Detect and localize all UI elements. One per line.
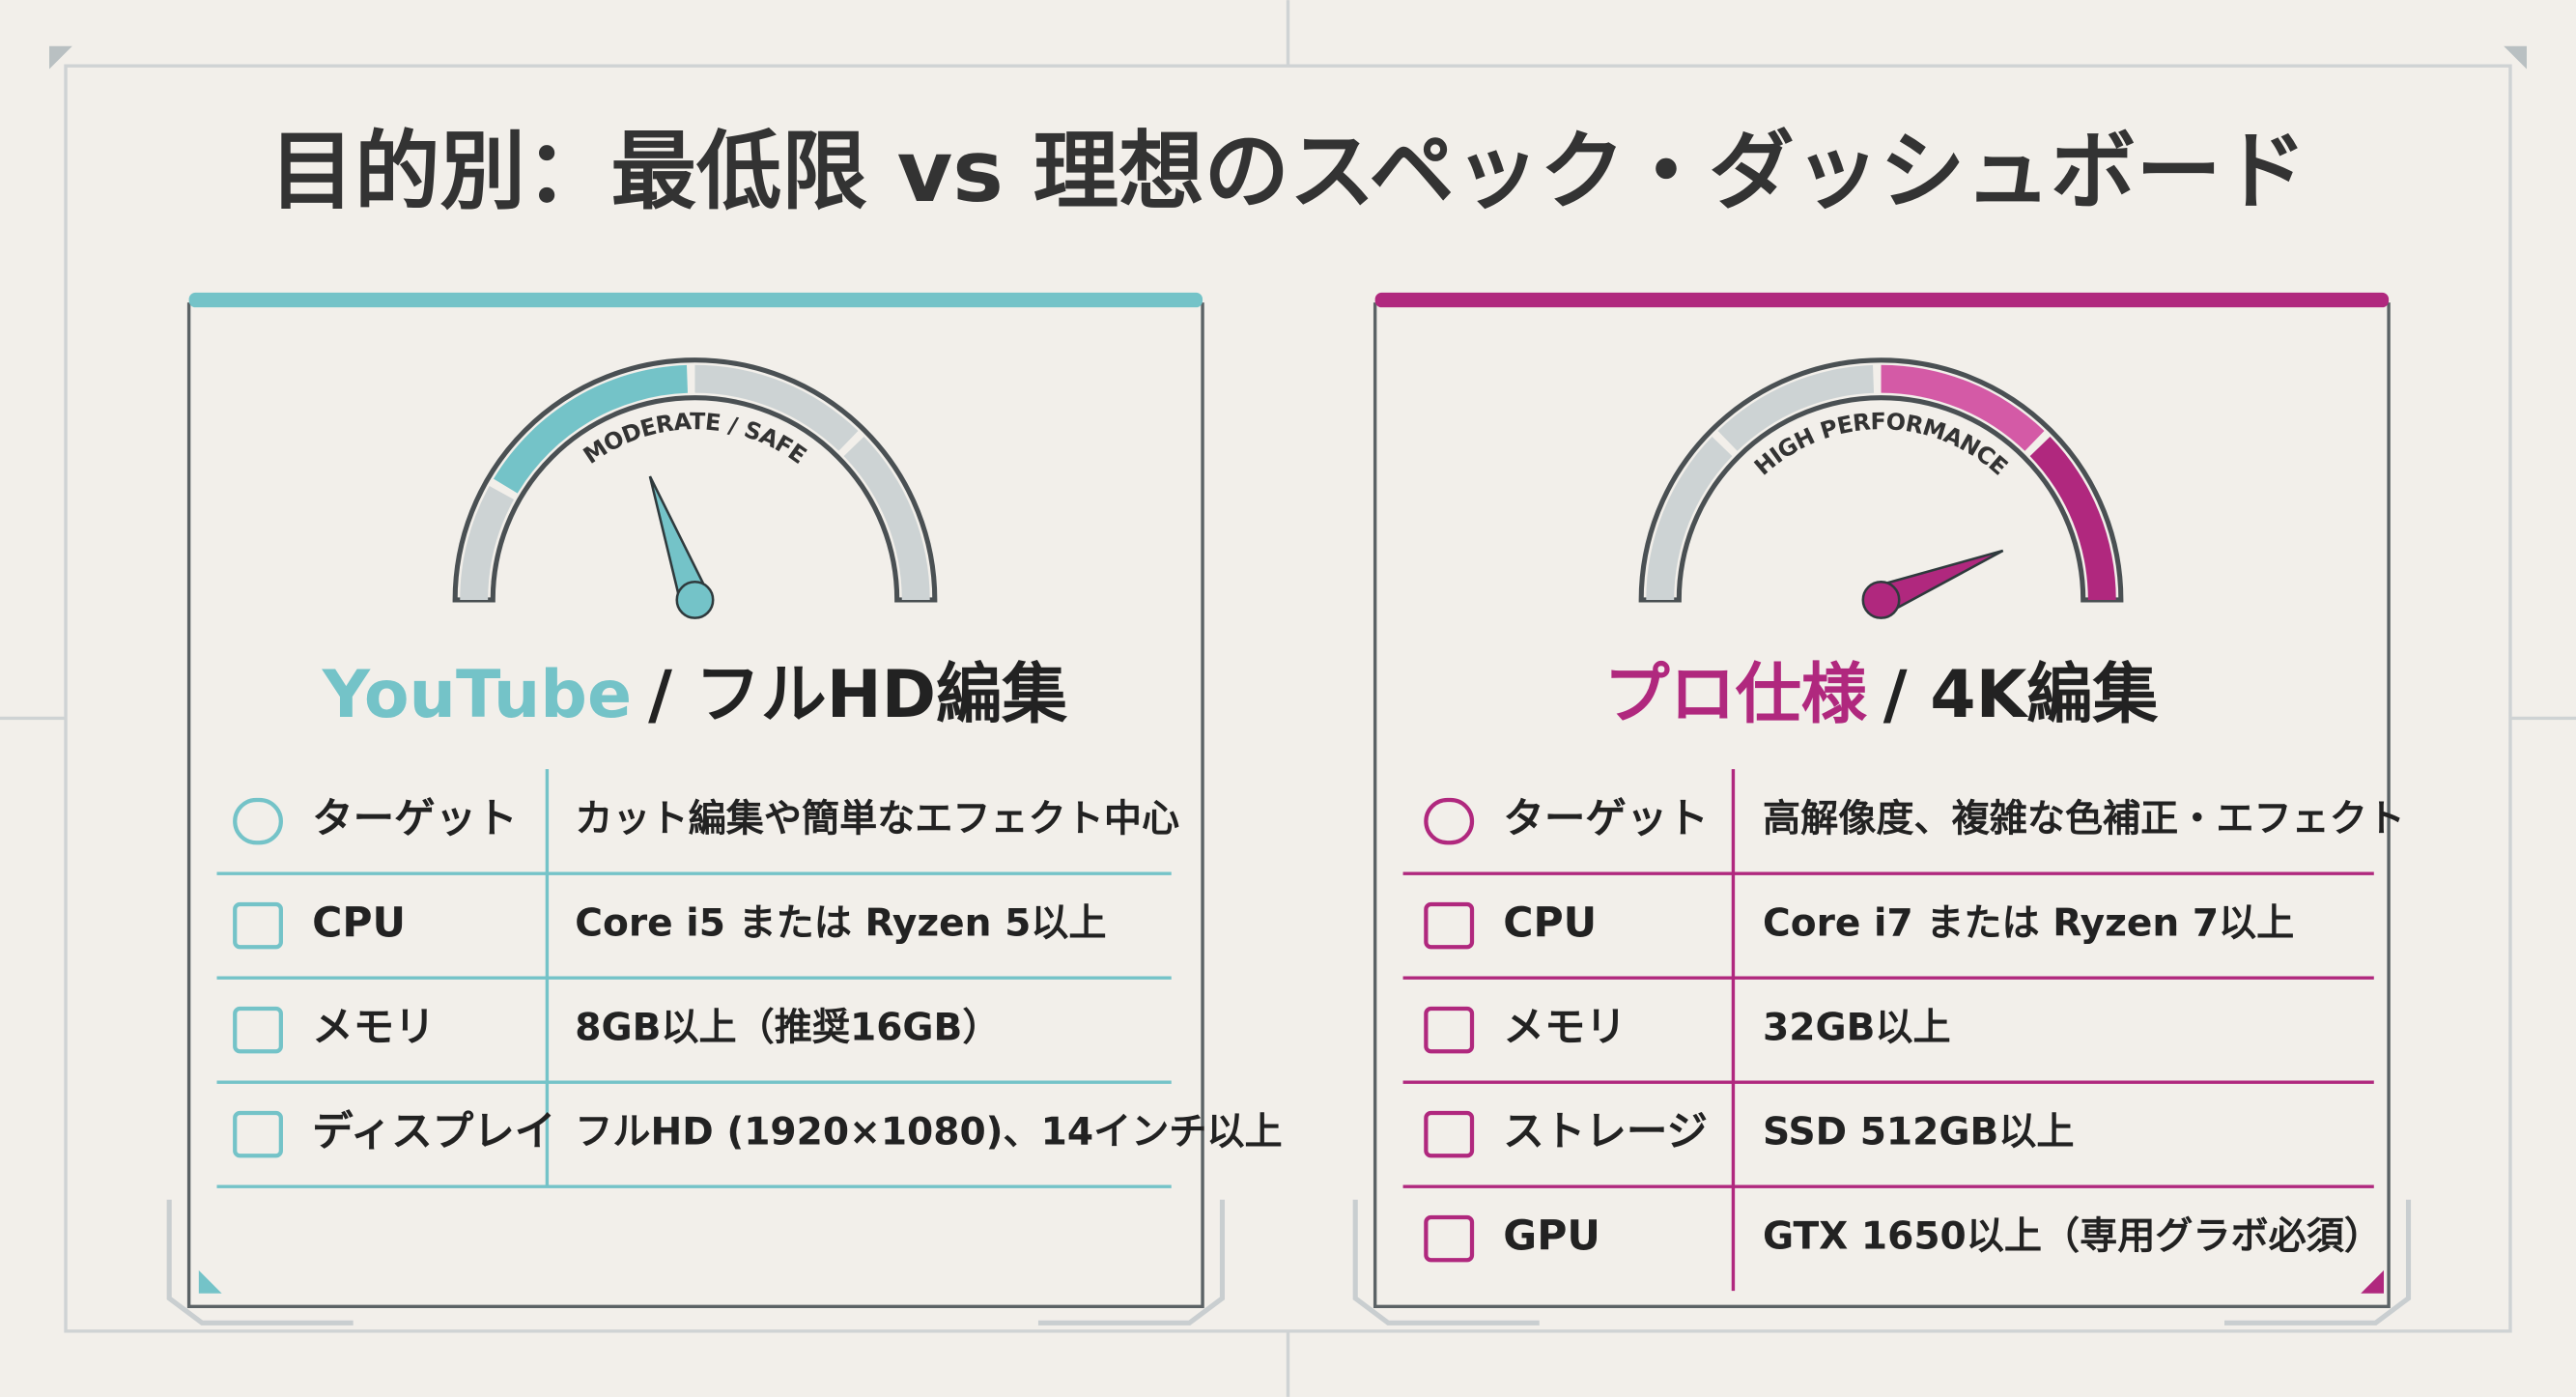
gauge-outline — [1638, 357, 2124, 603]
row-value: Core i7 または Ryzen 7以上 — [1763, 902, 2294, 946]
row-label: ターゲット — [312, 796, 518, 843]
gauge-segment — [2029, 436, 2116, 600]
row-icon — [1424, 1110, 1475, 1158]
gauge-hub — [1861, 580, 1901, 619]
heading-accent: YouTube — [322, 657, 632, 733]
row-label: メモリ — [312, 1005, 436, 1052]
row-icon — [233, 901, 283, 950]
gauge-outline — [452, 357, 938, 603]
row-label: CPU — [312, 900, 406, 948]
panel-bracket — [166, 1199, 1226, 1326]
gauge-segment — [1881, 364, 2045, 451]
panel-bracket — [1352, 1199, 2412, 1326]
panel-frame — [1373, 302, 2391, 1309]
gauge-segment — [460, 486, 515, 600]
row-icon — [233, 797, 283, 845]
panel-heading: YouTube / フルHD編集 — [322, 657, 1067, 733]
row-icon — [1424, 901, 1475, 950]
row-value: 32GB以上 — [1763, 1007, 1951, 1050]
row-icon — [1424, 1214, 1475, 1263]
row-value: カット編集や簡単なエフェクト中心 — [575, 798, 1179, 841]
row-icon — [1424, 797, 1475, 845]
panel-top-bar — [1374, 292, 2390, 308]
heading-accent: プロ仕様 — [1604, 657, 1868, 733]
panel-frame — [186, 302, 1204, 1309]
panel-heading: プロ仕様/ 4K編集 — [1604, 657, 2159, 733]
row-label: GPU — [1503, 1213, 1600, 1261]
row-value: SSD 512GB以上 — [1763, 1111, 2074, 1155]
row-value: 高解像度、複雑な色補正・エフェクト — [1763, 798, 2405, 841]
row-icon — [233, 1110, 283, 1158]
row-label: CPU — [1503, 900, 1597, 948]
gauge-segment — [493, 364, 688, 494]
row-value: Core i5 または Ryzen 5以上 — [575, 902, 1106, 946]
corner-triangle — [198, 1269, 222, 1294]
row-label: ターゲット — [1503, 796, 1709, 843]
panel-top-bar — [188, 292, 1203, 308]
gauge-segment — [1717, 364, 1875, 451]
heading-rest: / 4K編集 — [1883, 657, 2159, 733]
row-label: メモリ — [1503, 1005, 1627, 1052]
row-value: 8GB以上（推奨16GB） — [575, 1007, 1000, 1050]
row-icon — [1424, 1006, 1475, 1054]
gauge-hub — [675, 580, 715, 619]
gauge-segment — [843, 436, 930, 600]
gauge-segment — [694, 364, 859, 451]
row-icon — [233, 1006, 283, 1054]
row-value: フルHD (1920×1080)、14インチ以上 — [575, 1111, 1282, 1155]
corner-triangle — [2361, 1269, 2384, 1294]
row-value: GTX 1650以上（専用グラボ必須） — [1763, 1215, 2382, 1259]
heading-rest: / フルHD編集 — [648, 657, 1067, 733]
title: 目的別：最低限 vs 理想のスペック・ダッシュボード — [269, 122, 2307, 221]
row-label: ストレージ — [1503, 1109, 1708, 1156]
row-label: ディスプレイ — [312, 1109, 555, 1156]
gauge-segment — [1646, 436, 1733, 600]
